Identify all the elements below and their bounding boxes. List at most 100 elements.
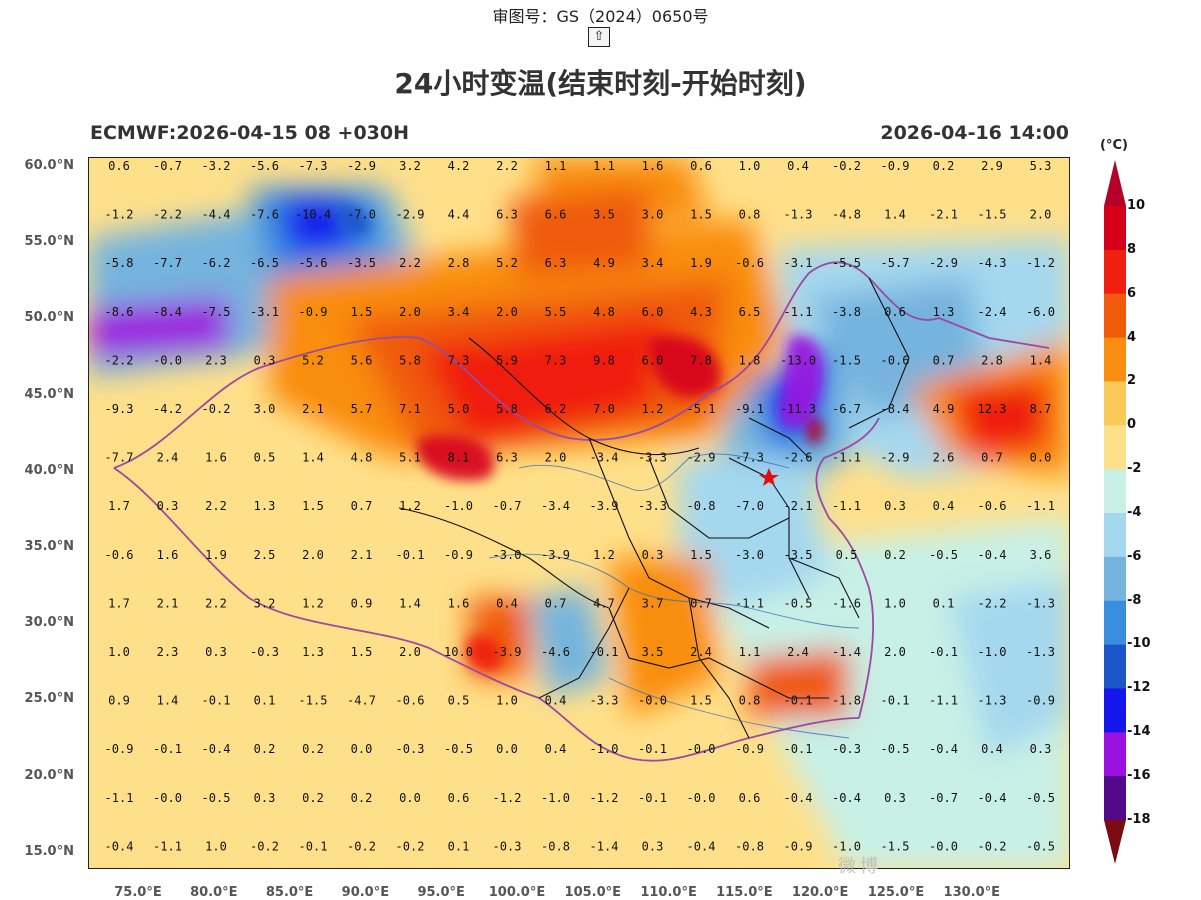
grid-value: 5.0 <box>448 402 470 416</box>
grid-value: 0.3 <box>254 353 276 367</box>
grid-value: 0.4 <box>496 596 518 610</box>
grid-value: 0.5 <box>254 451 276 465</box>
grid-value: 2.3 <box>205 353 227 367</box>
grid-value: -1.3 <box>978 694 1007 708</box>
grid-value: -0.9 <box>881 159 910 173</box>
grid-value: 0.6 <box>690 159 712 173</box>
colorbar-unit: (°C) <box>1100 138 1128 153</box>
grid-value: -2.4 <box>978 305 1007 319</box>
lat-tick-label: 45.0°N <box>24 386 74 402</box>
grid-value: 1.4 <box>884 208 906 222</box>
grid-value: -1.5 <box>881 839 910 853</box>
upload-button[interactable]: ⇧ <box>588 27 610 47</box>
grid-value: -6.5 <box>250 256 279 270</box>
grid-value: -1.5 <box>832 353 861 367</box>
grid-value: 0.3 <box>157 499 179 513</box>
grid-value: 5.2 <box>302 353 324 367</box>
grid-value: 1.9 <box>690 256 712 270</box>
grid-value: 0.0 <box>351 742 373 756</box>
rivers <box>488 453 860 739</box>
grid-value: -7.0 <box>735 499 764 513</box>
colorbar-tick-label: 4 <box>1127 329 1137 345</box>
colorbar-tick-label: -16 <box>1127 767 1151 783</box>
grid-value: -7.7 <box>153 256 182 270</box>
grid-value: 2.5 <box>254 548 276 562</box>
grid-value: 7.3 <box>448 353 470 367</box>
grid-value: 0.1 <box>933 596 955 610</box>
grid-value: 1.1 <box>593 159 615 173</box>
grid-value: 1.2 <box>642 402 664 416</box>
grid-value: 5.8 <box>399 353 421 367</box>
grid-value: -0.5 <box>1026 791 1055 805</box>
grid-value: 5.3 <box>1030 159 1052 173</box>
grid-value: -1.2 <box>1026 256 1055 270</box>
grid-value: 1.6 <box>448 596 470 610</box>
grid-value: 1.1 <box>545 159 567 173</box>
grid-value: 0.7 <box>351 499 373 513</box>
grid-value: -3.2 <box>202 159 231 173</box>
grid-value: 0.3 <box>1030 742 1052 756</box>
grid-value: 1.8 <box>739 353 761 367</box>
grid-value: 2.2 <box>205 499 227 513</box>
grid-value: 2.8 <box>448 256 470 270</box>
grid-value: 2.9 <box>981 159 1003 173</box>
lon-tick-label: 75.0°E <box>114 885 162 900</box>
grid-value: 0.3 <box>884 791 906 805</box>
colorbar-tick-label: 6 <box>1127 285 1137 301</box>
grid-value: -5.1 <box>687 402 716 416</box>
grid-value: -0.6 <box>881 353 910 367</box>
grid-value: -3.5 <box>347 256 376 270</box>
grid-value: -0.4 <box>832 791 861 805</box>
grid-value: 3.2 <box>399 159 421 173</box>
grid-value: -0.9 <box>444 548 473 562</box>
grid-value: -0.2 <box>978 839 1007 853</box>
grid-value: 6.3 <box>545 256 567 270</box>
grid-value: -0.5 <box>929 548 958 562</box>
grid-value: 1.2 <box>302 596 324 610</box>
country-borders <box>113 261 1050 762</box>
grid-value: 5.6 <box>351 353 373 367</box>
grid-value: 1.4 <box>399 596 421 610</box>
colorbar-segment <box>1104 337 1126 382</box>
grid-value: 0.3 <box>884 499 906 513</box>
grid-value: 2.2 <box>205 596 227 610</box>
colorbar-tick-label: -12 <box>1127 680 1151 696</box>
grid-value: 2.1 <box>302 402 324 416</box>
grid-value: -1.0 <box>978 645 1007 659</box>
grid-value: 0.2 <box>351 791 373 805</box>
grid-value: -0.7 <box>153 159 182 173</box>
grid-value: 4.9 <box>933 402 955 416</box>
grid-value: 6.2 <box>545 402 567 416</box>
grid-value: 2.0 <box>545 451 567 465</box>
grid-value: -0.0 <box>687 791 716 805</box>
grid-value: 3.0 <box>254 402 276 416</box>
colorbar-tick-label: -10 <box>1127 636 1151 652</box>
grid-value: 5.8 <box>496 402 518 416</box>
grid-value: -5.8 <box>105 256 134 270</box>
grid-value: -8.6 <box>105 305 134 319</box>
grid-value: 0.4 <box>545 742 567 756</box>
grid-value: 2.0 <box>302 548 324 562</box>
grid-value: 1.2 <box>593 548 615 562</box>
grid-value: 1.0 <box>205 839 227 853</box>
grid-value: -7.5 <box>202 305 231 319</box>
grid-value: 1.6 <box>157 548 179 562</box>
province-borders <box>398 277 910 739</box>
grid-value: -0.9 <box>784 839 813 853</box>
grid-value: -7.0 <box>347 208 376 222</box>
grid-value: -1.6 <box>832 596 861 610</box>
grid-value: -1.2 <box>105 208 134 222</box>
map-review-number: 审图号：GS（2024）0650号 <box>492 7 709 26</box>
colorbar-tick-label: 0 <box>1127 417 1137 433</box>
grid-value: 0.2 <box>254 742 276 756</box>
grid-value: -2.9 <box>881 451 910 465</box>
grid-value: 0.0 <box>496 742 518 756</box>
grid-value: 2.1 <box>157 596 179 610</box>
grid-value: -1.1 <box>735 596 764 610</box>
grid-value: 0.9 <box>108 694 130 708</box>
colorbar-segment <box>1104 293 1126 339</box>
grid-value: -0.2 <box>347 839 376 853</box>
grid-value: 0.7 <box>933 353 955 367</box>
grid-value: -1.1 <box>929 694 958 708</box>
grid-value: -2.9 <box>687 451 716 465</box>
